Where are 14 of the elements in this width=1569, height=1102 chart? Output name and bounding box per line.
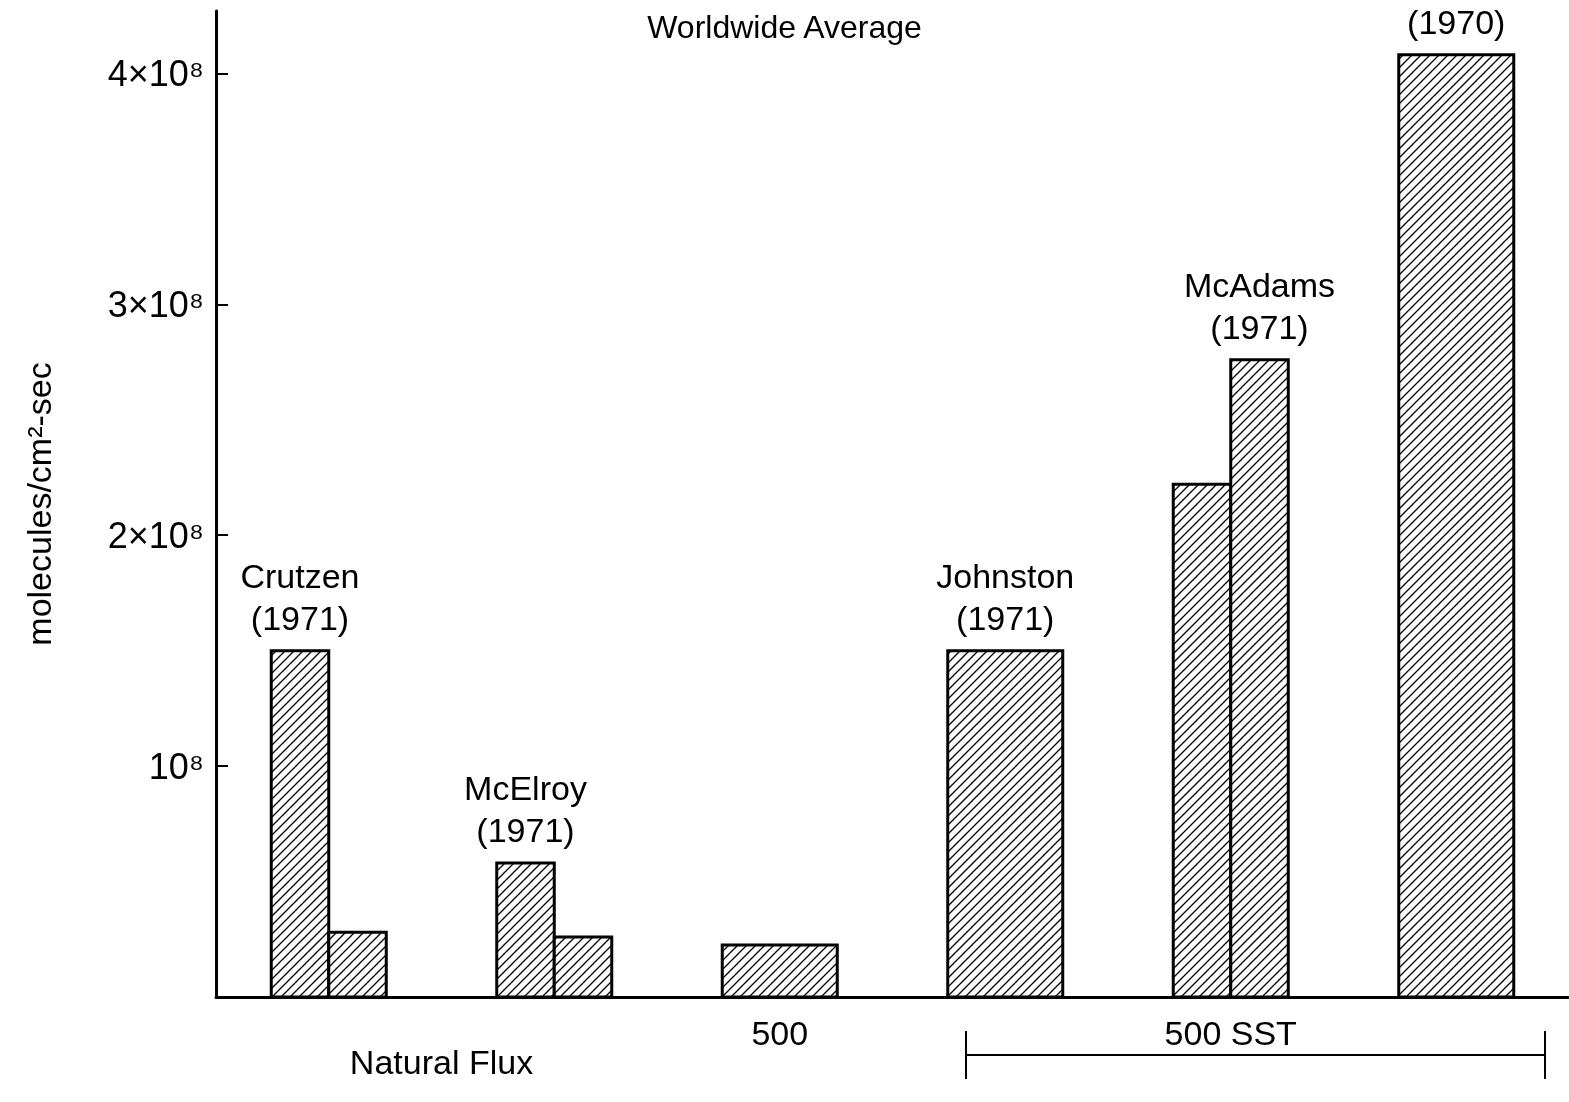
x-tick-label: McElroy (1971) xyxy=(464,769,587,850)
x-tick-label: Crutzen (1971) xyxy=(240,556,360,637)
y-tick-label: 4×10⁸ xyxy=(107,52,204,94)
y-tick-label: 2×10⁸ xyxy=(107,514,204,556)
text: Natural Flux xyxy=(349,1043,534,1081)
y-tick-label: 10⁸ xyxy=(148,745,204,787)
text: 500 xyxy=(751,1014,809,1052)
y-tick-label: 3×10⁸ xyxy=(107,283,204,325)
chart-title: Worldwide Average xyxy=(647,9,922,45)
y-axis-title: molecules/cm²-sec xyxy=(20,362,58,646)
x-tick-label: (1970) xyxy=(1407,2,1506,41)
x-tick-label: McAdams (1971) xyxy=(1183,265,1336,346)
x-tick-label: Johnston (1971) xyxy=(936,556,1075,637)
text: 500 SST xyxy=(1164,1014,1297,1052)
